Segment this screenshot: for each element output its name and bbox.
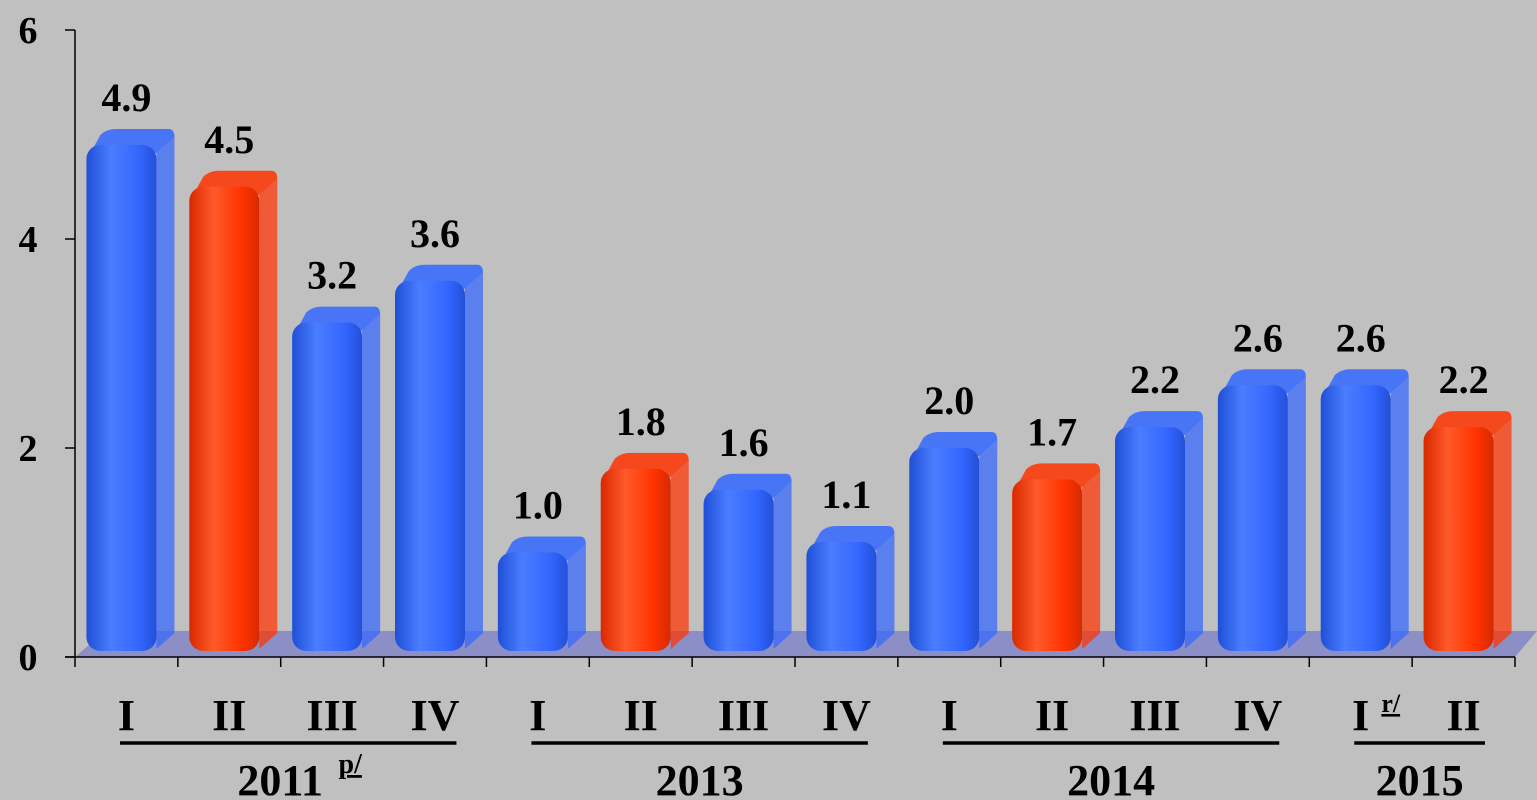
y-tick-label: 6 xyxy=(19,10,38,52)
data-label: 2.0 xyxy=(924,378,974,423)
bars xyxy=(86,128,1512,651)
bar-side xyxy=(1390,377,1409,649)
bar xyxy=(395,264,483,651)
bar-side xyxy=(567,544,586,649)
bar xyxy=(86,128,175,651)
bar-side xyxy=(1082,471,1101,649)
bar xyxy=(1423,411,1512,651)
group-superscript: p/ xyxy=(339,749,364,780)
data-labels: 4.9 4.5 3.2 3.6 1.0 1.8 1.6 1.1 2.0 1.7 2.2 2.6 2.6 2… xyxy=(101,75,1488,528)
data-label: 4.9 xyxy=(101,75,151,120)
bar-front xyxy=(189,186,260,651)
data-label: 2.2 xyxy=(1439,357,1489,402)
bar xyxy=(1217,369,1306,651)
data-label: 1.8 xyxy=(616,399,666,444)
bar-front xyxy=(1217,385,1288,651)
bar-side xyxy=(362,314,381,649)
group-label: 2011 xyxy=(237,756,323,800)
y-tick-label: 2 xyxy=(19,428,38,470)
bar-front xyxy=(497,552,568,651)
category-label: I xyxy=(529,691,546,740)
y-tick-label: 4 xyxy=(19,219,38,261)
data-label: 4.5 xyxy=(204,117,254,162)
category-label: II xyxy=(212,691,246,740)
data-label: 2.6 xyxy=(1336,315,1386,360)
y-axis: 0 2 4 6 xyxy=(19,10,76,679)
bar xyxy=(1320,369,1409,651)
bar-side xyxy=(465,272,483,649)
bar xyxy=(1115,411,1203,651)
bar-side xyxy=(1287,377,1306,649)
data-label: 2.2 xyxy=(1130,357,1180,402)
bar-front xyxy=(395,280,465,651)
bar xyxy=(497,536,586,651)
category-label: III xyxy=(718,691,769,740)
category-label: I xyxy=(1352,691,1369,740)
bar xyxy=(292,306,381,651)
bar xyxy=(806,526,895,651)
category-label: IV xyxy=(1233,691,1282,740)
bar-front xyxy=(1115,427,1185,651)
category-label: II xyxy=(1446,691,1480,740)
data-label: 3.6 xyxy=(410,211,460,256)
bar-front xyxy=(1320,385,1391,651)
category-superscript: r/ xyxy=(1381,689,1401,718)
category-label: III xyxy=(1129,691,1180,740)
bar-front xyxy=(1012,479,1083,651)
bar xyxy=(909,432,998,651)
y-tick-label: 0 xyxy=(19,637,38,679)
data-label: 1.1 xyxy=(821,472,871,517)
bar-side xyxy=(773,481,792,649)
category-label: I xyxy=(941,691,958,740)
category-label: II xyxy=(624,691,658,740)
bar-front xyxy=(909,448,980,651)
bar-front xyxy=(806,542,877,651)
data-label: 1.0 xyxy=(513,483,563,528)
data-label: 1.6 xyxy=(719,420,769,465)
bar-front xyxy=(1423,427,1494,651)
data-label: 2.6 xyxy=(1233,315,1283,360)
category-label: I xyxy=(118,691,135,740)
group-label: 2015 xyxy=(1376,756,1464,800)
category-label: III xyxy=(306,691,357,740)
bar-side xyxy=(1185,419,1203,649)
category-label: IV xyxy=(822,691,871,740)
category-label: IV xyxy=(411,691,460,740)
bar-front xyxy=(703,489,774,651)
bar xyxy=(600,452,689,651)
data-label: 3.2 xyxy=(307,253,357,298)
group-label: 2013 xyxy=(656,756,744,800)
bar-front xyxy=(86,144,157,651)
bar-side xyxy=(156,136,175,649)
bar xyxy=(1012,463,1101,651)
bar-side xyxy=(876,534,895,649)
bar-side xyxy=(670,460,689,649)
group-label: 2014 xyxy=(1067,756,1155,800)
data-label: 1.7 xyxy=(1027,409,1077,454)
bar xyxy=(189,170,278,651)
bar-side xyxy=(259,178,278,649)
bar-side xyxy=(1493,419,1512,649)
bar-front xyxy=(600,468,671,651)
bar-front xyxy=(292,322,363,651)
bar xyxy=(703,473,792,651)
bar-side xyxy=(979,440,998,649)
category-label: II xyxy=(1035,691,1069,740)
